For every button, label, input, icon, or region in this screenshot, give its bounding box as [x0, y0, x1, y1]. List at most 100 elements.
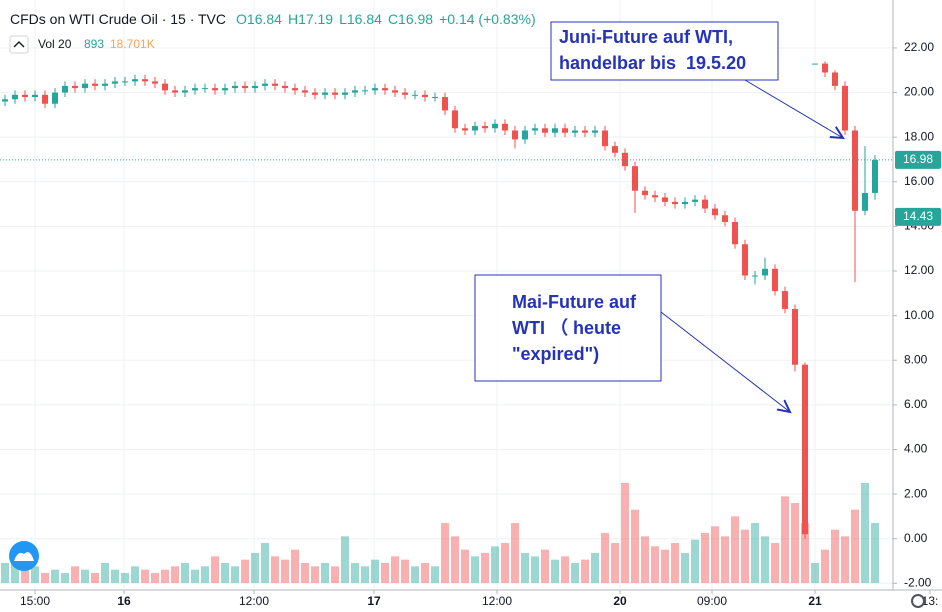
annotation-box	[474, 274, 662, 382]
candle-body	[302, 90, 308, 93]
volume-bar	[71, 566, 79, 583]
candle-body	[522, 130, 528, 140]
volume-bar	[31, 566, 39, 583]
volume-bar	[481, 553, 489, 583]
volume-bar	[771, 543, 779, 583]
volume-bar	[181, 563, 189, 583]
volume-bar	[561, 556, 569, 583]
candle-body	[532, 128, 538, 131]
candle-body	[92, 83, 98, 86]
volume-bar	[231, 566, 239, 583]
candle-body	[672, 201, 678, 205]
volume-bar	[381, 563, 389, 583]
volume-bar	[681, 553, 689, 583]
candle-body	[782, 291, 788, 309]
volume-bar	[861, 483, 869, 583]
candle-body	[432, 97, 438, 99]
candle-body	[442, 97, 448, 111]
annotation-arrow	[744, 79, 843, 138]
volume-bar	[391, 556, 399, 583]
volume-bar	[501, 543, 509, 583]
candle-body	[802, 364, 808, 535]
volume-bar	[871, 523, 879, 583]
legend-header: CFDs on WTI Crude Oil · 15 · TVC O16.84 H1…	[10, 11, 536, 27]
candle-body	[642, 190, 648, 196]
candle-body	[282, 85, 288, 89]
volume-bar	[661, 549, 669, 583]
y-tick-label: 2.00	[904, 486, 928, 500]
annotation-arrow	[660, 311, 790, 412]
volume-bar	[711, 526, 719, 583]
candle-body	[162, 83, 168, 91]
candle-body	[262, 83, 268, 86]
volume-bar	[491, 546, 499, 583]
volume-bar	[341, 536, 349, 583]
candle-body	[492, 123, 498, 129]
candle-body	[452, 110, 458, 129]
volume-bar	[61, 573, 69, 583]
candle-body	[142, 79, 148, 82]
candle-body	[512, 130, 518, 140]
x-tick-label: 15:00	[20, 594, 50, 608]
volume-bar	[191, 569, 199, 583]
candle-body	[862, 192, 868, 211]
volume-legend-label: Vol 20	[38, 37, 72, 51]
volume-bar	[521, 553, 529, 583]
price-badge-label: 16.98	[903, 152, 933, 166]
volume-bar	[131, 566, 139, 583]
volume-bar	[701, 533, 709, 583]
volume-bar	[361, 566, 369, 583]
candles	[0, 61, 893, 539]
annotation-text: Mai-Future auf	[512, 292, 637, 312]
candle-body	[462, 128, 468, 131]
volume-bar	[741, 529, 749, 583]
volume-bar	[201, 566, 209, 583]
volume-bar	[751, 523, 759, 583]
candle-body	[832, 72, 838, 86]
volume-bar	[471, 556, 479, 583]
settings-icon[interactable]	[911, 594, 925, 608]
x-tick-label: 09:00	[697, 594, 727, 608]
ohlc-low: L16.84	[339, 11, 382, 27]
ohlc-change: +0.14 (+0.83%)	[439, 11, 536, 27]
candle-body	[422, 94, 428, 98]
candle-body	[152, 81, 158, 84]
volume-pane	[1, 483, 879, 583]
volume-bar	[791, 503, 799, 583]
candle-body	[102, 83, 108, 86]
candle-body	[872, 159, 878, 193]
x-tick-label: 21	[808, 594, 822, 608]
candle-body	[182, 90, 188, 93]
volume-bar	[171, 566, 179, 583]
volume-legend-ma: 18.701K	[110, 37, 155, 51]
candle-body	[2, 99, 8, 102]
annotation-text: Juni-Future auf WTI,	[559, 27, 733, 47]
volume-bar	[531, 556, 539, 583]
volume-bar	[551, 559, 559, 583]
collapse-button[interactable]	[9, 35, 29, 54]
candle-body	[752, 275, 758, 277]
annotation-text: handelbar bis 19.5.20	[559, 53, 746, 73]
candle-body	[472, 126, 478, 131]
price-badge-label: 14.43	[903, 209, 933, 223]
candle-body	[412, 94, 418, 96]
volume-bar	[261, 543, 269, 583]
candle-body	[742, 244, 748, 276]
volume-bar	[631, 509, 639, 583]
volume-bar	[291, 549, 299, 583]
candle-body	[72, 85, 78, 89]
candle-body	[572, 130, 578, 133]
candle-body	[552, 128, 558, 133]
candle-body	[602, 130, 608, 147]
volume-legend-value: 893	[84, 37, 104, 51]
candle-body	[372, 88, 378, 91]
candle-body	[612, 146, 618, 153]
candle-body	[722, 215, 728, 222]
x-tick-label: 13:	[922, 594, 939, 608]
candle-body	[482, 126, 488, 129]
candle-body	[652, 195, 658, 198]
candle-body	[322, 92, 328, 95]
ohlc-close: C16.98	[388, 11, 433, 27]
axes: -2.000.002.004.006.008.0010.0012.0014.00…	[20, 40, 941, 608]
candle-body	[52, 92, 58, 104]
